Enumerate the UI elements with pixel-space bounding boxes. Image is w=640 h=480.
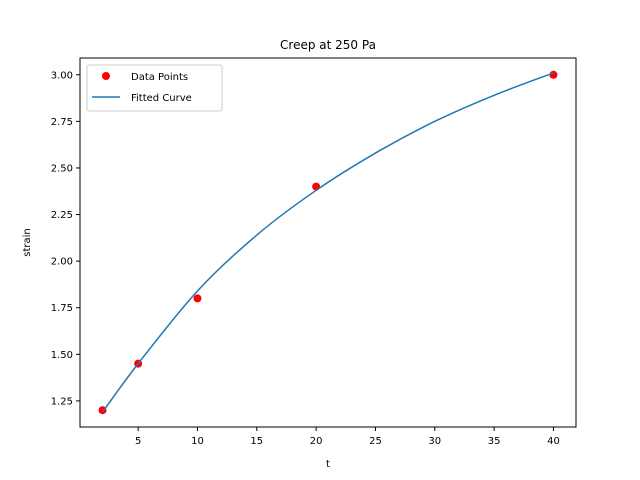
x-tick-label: 5 — [135, 436, 141, 447]
y-tick-label: 2.00 — [51, 257, 73, 268]
x-tick-label: 40 — [547, 436, 560, 447]
legend-marker-data-points — [102, 72, 110, 80]
plot-area — [98, 70, 558, 415]
y-tick-label: 3.00 — [51, 70, 73, 81]
y-axis-label: strain — [22, 228, 33, 257]
legend-label-fitted-curve: Fitted Curve — [131, 93, 192, 104]
legend: Data Points Fitted Curve — [86, 64, 223, 112]
x-tick-label: 30 — [428, 436, 441, 447]
fitted-curve-line — [101, 72, 554, 413]
x-tick-label: 20 — [310, 436, 323, 447]
axes-frame — [79, 57, 577, 428]
data-point — [312, 182, 321, 191]
y-tick-label: 1.50 — [51, 350, 73, 361]
y-tick-label: 1.75 — [51, 303, 73, 314]
x-tick-label: 10 — [191, 436, 204, 447]
y-tick-label: 2.75 — [51, 117, 73, 128]
chart-title: Creep at 250 Pa — [280, 38, 376, 52]
axis-ticks: 5 10 15 20 25 30 35 40 1.25 1.50 1.75 2.00 2.25 2.50 2… — [51, 70, 560, 447]
x-tick-label: 35 — [488, 436, 501, 447]
y-tick-label: 1.25 — [51, 396, 73, 407]
x-tick-label: 15 — [250, 436, 263, 447]
legend-label-data-points: Data Points — [131, 72, 188, 83]
y-tick-label: 2.25 — [51, 210, 73, 221]
data-point — [193, 294, 202, 303]
x-tick-label: 25 — [369, 436, 382, 447]
data-point — [549, 70, 558, 79]
x-axis-label: t — [326, 459, 330, 470]
legend-box — [86, 64, 223, 112]
y-tick-label: 2.50 — [51, 163, 73, 174]
